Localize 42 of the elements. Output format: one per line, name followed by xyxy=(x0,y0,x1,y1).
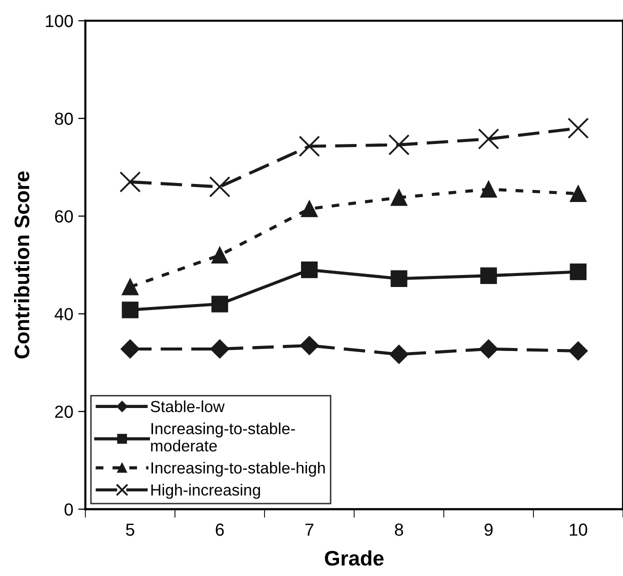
point xyxy=(570,185,587,202)
x-tick-label: 5 xyxy=(126,524,134,536)
y-tick-label: 0 xyxy=(64,503,73,516)
x-tick-label: 9 xyxy=(484,524,493,536)
point xyxy=(480,180,497,198)
legend-label: Increasing-to-stable-moderate xyxy=(151,422,295,452)
point xyxy=(301,262,318,278)
x-tick-label: 7 xyxy=(305,524,314,536)
legend-label: Increasing-to-stable-high xyxy=(152,462,325,477)
y-tick-label: 20 xyxy=(55,406,73,418)
point xyxy=(568,118,589,139)
point xyxy=(389,344,409,364)
y-tick-label: 40 xyxy=(54,308,73,320)
y-tick-label: 80 xyxy=(54,112,73,125)
y-tick-label: 100 xyxy=(46,14,73,28)
point xyxy=(120,339,140,359)
point xyxy=(478,128,500,150)
x-axis-title: Grade xyxy=(324,550,384,566)
point xyxy=(122,278,138,296)
point xyxy=(211,296,228,312)
y-axis-title: Contribution Score xyxy=(14,171,30,358)
point xyxy=(480,267,497,284)
point xyxy=(209,176,230,198)
point xyxy=(120,171,141,193)
legend-label: Stable-low xyxy=(150,400,225,412)
point xyxy=(122,302,138,318)
legend-label: High-increasing xyxy=(151,484,260,499)
point xyxy=(479,339,498,359)
point xyxy=(568,341,588,360)
x-tick-label: 6 xyxy=(216,524,224,536)
point xyxy=(390,270,408,287)
point xyxy=(301,200,318,218)
point xyxy=(570,263,587,280)
point xyxy=(210,339,230,359)
x-tick-label: 10 xyxy=(570,524,588,536)
y-tick-label: 60 xyxy=(55,210,73,223)
point xyxy=(300,336,319,356)
point xyxy=(390,189,408,206)
point xyxy=(211,246,228,264)
point xyxy=(388,134,410,156)
x-tick-label: 8 xyxy=(394,524,404,536)
point xyxy=(298,136,320,157)
